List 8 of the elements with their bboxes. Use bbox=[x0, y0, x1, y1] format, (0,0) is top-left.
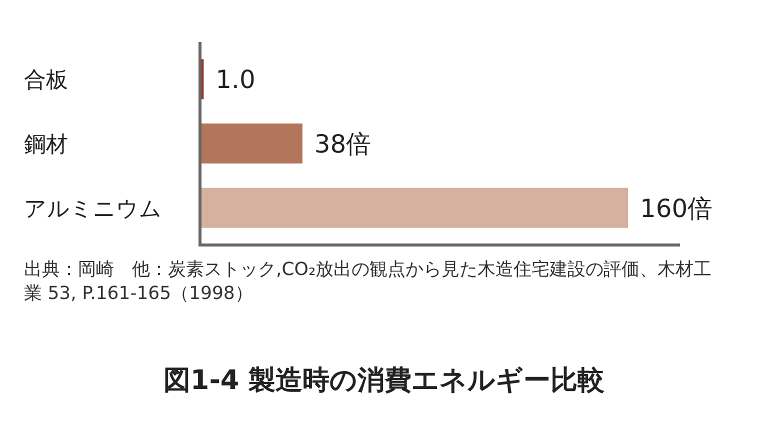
y-tick-label: 合板 bbox=[24, 68, 68, 94]
data-label: 38倍 bbox=[314, 130, 372, 158]
y-tick-label: アルミニウム bbox=[24, 196, 162, 222]
text: 図1-4 製造時の消費エネルギー比較 bbox=[162, 364, 606, 398]
data-label: 160倍 bbox=[640, 194, 713, 223]
y-tick-label: 鋼材 bbox=[24, 132, 68, 158]
source-note: 出典：岡崎 他：炭素ストック,CO₂放出の観点から見た木造住宅建設の評価、木材工業 53, P.161-165（1998） bbox=[24, 258, 713, 306]
data-label: 1.0 bbox=[216, 65, 256, 94]
